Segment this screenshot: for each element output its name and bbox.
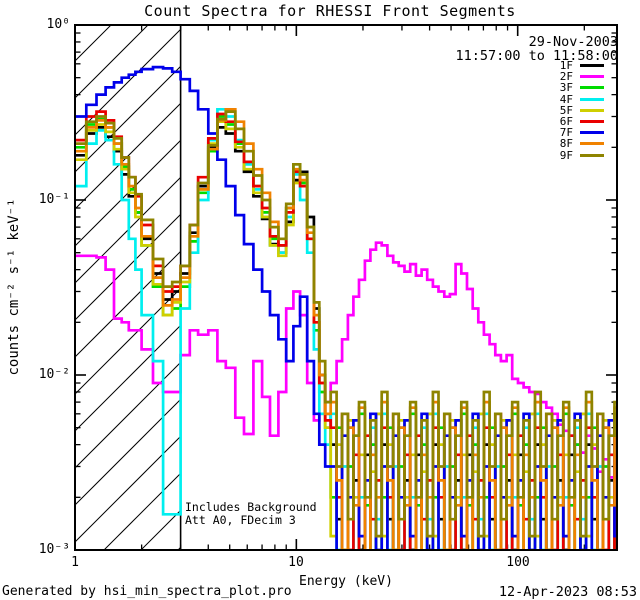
- y-tick-label-0p01: 10⁻²: [38, 367, 70, 382]
- x-axis-title: Energy (keV): [299, 574, 393, 589]
- footer-generator: Generated by hsi_min_spectra_plot.pro: [2, 584, 292, 599]
- legend-label-8F: 8F: [559, 137, 573, 151]
- legend-item-5F: 5F: [560, 105, 604, 116]
- legend-label-9F: 9F: [559, 148, 573, 162]
- legend: 1F 2F 3F 4F 5F 6F 7F 8F 9F: [560, 60, 604, 161]
- spectra-series: [75, 65, 617, 550]
- legend-item-1F: 1F: [560, 60, 604, 71]
- footer-timestamp: 12-Apr-2023 08:53: [498, 584, 637, 600]
- x-tick-label-1: 1: [71, 555, 79, 570]
- legend-item-7F: 7F: [560, 127, 604, 138]
- y-tick-label-1: 10⁰: [46, 17, 70, 32]
- legend-item-8F: 8F: [560, 138, 604, 149]
- y-tick-label-0p001: 10⁻³: [38, 542, 70, 557]
- legend-label-1F: 1F: [559, 59, 573, 73]
- x-tick-label-10: 10: [288, 555, 304, 570]
- x-tick-label-100: 100: [506, 555, 530, 570]
- legend-label-4F: 4F: [559, 92, 573, 106]
- legend-color-swatch-4F: [580, 97, 604, 101]
- legend-color-swatch-3F: [580, 86, 604, 90]
- legend-item-6F: 6F: [560, 116, 604, 127]
- legend-label-6F: 6F: [559, 115, 573, 129]
- plot-annotation: Includes Background Att A0, FDecim 3: [185, 501, 317, 526]
- legend-color-swatch-6F: [580, 120, 604, 124]
- legend-item-3F: 3F: [560, 82, 604, 93]
- observation-time-range: 11:57:00 to 11:58:00: [455, 48, 618, 64]
- chart-title: Count Spectra for RHESSI Front Segments: [144, 2, 516, 20]
- legend-item-9F: 9F: [560, 150, 604, 161]
- legend-label-7F: 7F: [559, 126, 573, 140]
- legend-item-2F: 2F: [560, 71, 604, 82]
- series-7F-curve: [75, 65, 617, 550]
- series-9F-curve: [75, 110, 617, 538]
- observation-date: 29-Nov-2003: [528, 34, 618, 50]
- y-axis-title: counts cm⁻² s⁻¹ keV⁻¹: [6, 198, 22, 376]
- legend-color-swatch-8F: [580, 142, 604, 146]
- legend-color-swatch-7F: [580, 131, 604, 135]
- annotation-background: Includes Background: [185, 500, 317, 514]
- legend-item-4F: 4F: [560, 94, 604, 105]
- legend-color-swatch-9F: [580, 153, 604, 157]
- annotation-attenuator: Att A0, FDecim 3: [185, 512, 296, 527]
- series-2F-curve: [75, 241, 617, 489]
- legend-label-2F: 2F: [559, 70, 573, 84]
- legend-color-swatch-2F: [580, 75, 604, 79]
- plot-frame: [74, 24, 618, 551]
- legend-color-swatch-1F: [580, 64, 604, 68]
- legend-color-swatch-5F: [580, 108, 604, 112]
- legend-label-3F: 3F: [559, 81, 573, 95]
- legend-label-5F: 5F: [559, 103, 573, 117]
- y-tick-label-0p1: 10⁻¹: [38, 192, 70, 207]
